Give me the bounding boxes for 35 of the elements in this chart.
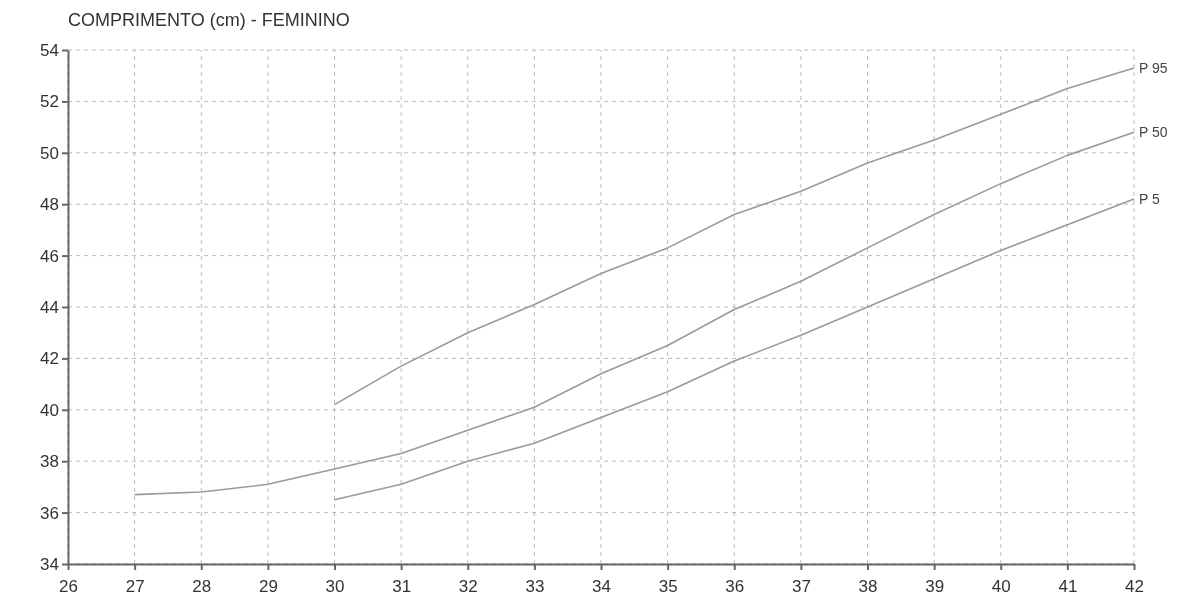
x-tick-label: 36 (725, 576, 745, 596)
series-label: P 95 (1139, 59, 1168, 76)
x-tick-label: 32 (458, 576, 478, 596)
x-tick-label: 28 (192, 576, 212, 596)
y-tick-label: 40 (40, 400, 59, 420)
y-tick-label: 42 (40, 349, 59, 369)
y-tick-label: 48 (40, 195, 59, 215)
x-tick-label: 41 (1058, 576, 1078, 596)
series-label: P 5 (1139, 191, 1160, 208)
x-tick-label: 42 (1125, 576, 1144, 596)
x-tick-label: 27 (125, 576, 145, 596)
series-label: P 50 (1139, 124, 1168, 141)
line-series (333, 198, 1135, 501)
y-tick-label: 46 (40, 246, 59, 266)
y-tick-label: 34 (40, 554, 59, 574)
x-tick-label: 26 (59, 576, 78, 596)
x-tick-label: 29 (258, 576, 278, 596)
chart-title: COMPRIMENTO (cm) - FEMININO (68, 10, 350, 30)
x-tick-label: 39 (925, 576, 945, 596)
y-tick-label: 54 (40, 40, 59, 60)
x-tick-label: 37 (791, 576, 811, 596)
y-tick-label: 36 (40, 503, 59, 523)
x-tick-label: 30 (325, 576, 345, 596)
y-tick-label: 50 (40, 143, 59, 163)
x-tick-label: 35 (658, 576, 678, 596)
x-tick-label: 31 (392, 576, 412, 596)
y-tick-label: 52 (40, 92, 59, 112)
y-tick-label: 38 (40, 452, 59, 472)
x-tick-label: 38 (858, 576, 878, 596)
y-tick-label: 44 (40, 297, 59, 317)
x-tick-label: 33 (525, 576, 545, 596)
x-tick-label: 40 (991, 576, 1011, 596)
line-series (133, 131, 1135, 496)
line-series (333, 67, 1135, 406)
x-tick-label: 34 (592, 576, 611, 596)
